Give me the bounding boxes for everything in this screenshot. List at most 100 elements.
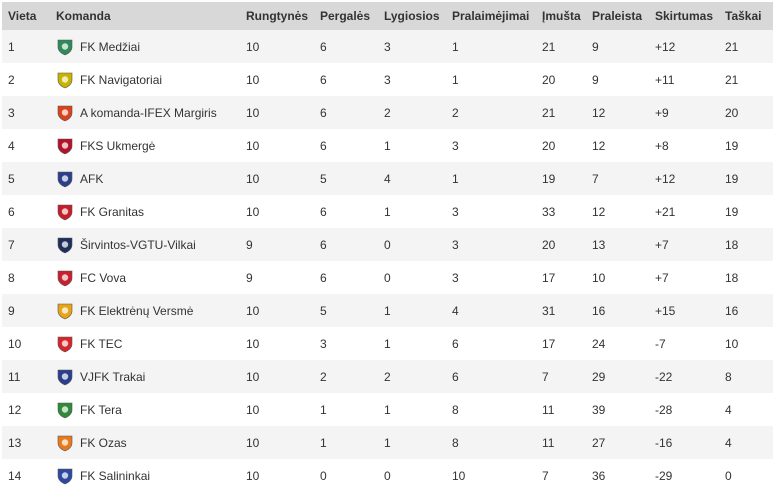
lost-cell: 6 [452,369,459,384]
played-cell: 9 [246,270,253,285]
team-name-link[interactable]: FK Navigatoriai [80,72,163,87]
conceded-cell: 13 [592,237,606,252]
table-body: 1 FK Medžiai 10 6 3 1 21 9 +12 21 2 FK Navigatoriai… [2,30,773,492]
drawn-cell: 2 [384,369,391,384]
fk-navigatoriai-crest-icon[interactable] [56,71,74,89]
diff-cell: -16 [655,435,673,450]
scored-cell: 21 [542,39,556,54]
fc-vova-crest-icon[interactable] [56,269,74,287]
table-row: 4 FKS Ukmergė 10 6 1 3 20 12 +8 19 [2,129,773,162]
scored-cell: 20 [542,138,556,153]
fk-medziai-crest-icon[interactable] [56,38,74,56]
team-name-link[interactable]: FK Medžiai [80,39,141,54]
team-name-link[interactable]: FK TEC [80,336,123,351]
lost-cell: 10 [452,468,466,483]
played-cell: 10 [246,402,260,417]
won-cell: 6 [320,105,327,120]
points-cell: 19 [725,138,739,153]
diff-cell: -28 [655,402,673,417]
scored-cell: 17 [542,336,556,351]
won-cell: 3 [320,336,327,351]
fks-ukmerge-crest-icon[interactable] [56,137,74,155]
conceded-cell: 36 [592,468,606,483]
team-cell: FK Ozas [50,426,240,459]
lost-cell: 3 [452,204,459,219]
team-cell-content: AFK [56,170,240,188]
team-name-link[interactable]: FC Vova [80,270,127,285]
team-cell: FK Granitas [50,195,240,228]
won-cell: 0 [320,468,327,483]
place-cell: 4 [8,138,15,153]
team-name-link[interactable]: A komanda-IFEX Margiris [80,105,217,120]
place-cell: 10 [8,336,22,351]
diff-cell: +8 [655,138,669,153]
scored-cell: 7 [542,369,549,384]
team-name-link[interactable]: FKS Ukmergė [80,138,156,153]
diff-cell: -22 [655,369,673,384]
drawn-cell: 1 [384,435,391,450]
diff-cell: -29 [655,468,673,483]
conceded-cell: 7 [592,171,599,186]
place-cell: 9 [8,303,15,318]
team-name-link[interactable]: FK Tera [80,402,122,417]
fk-tera-crest-icon[interactable] [56,401,74,419]
team-cell: FK Salininkai [50,459,240,492]
afk-crest-icon[interactable] [56,170,74,188]
team-name-link[interactable]: Širvintos-VGTU-Vilkai [80,237,196,252]
place-cell: 12 [8,402,22,417]
a-komanda-crest-icon[interactable] [56,104,74,122]
col-header-won: Pergalės [314,2,378,30]
drawn-cell: 1 [384,204,391,219]
scored-cell: 17 [542,270,556,285]
team-cell: A komanda-IFEX Margiris [50,96,240,129]
diff-cell: +12 [655,171,676,186]
place-cell: 8 [8,270,15,285]
conceded-cell: 9 [592,39,599,54]
drawn-cell: 0 [384,270,391,285]
points-cell: 20 [725,105,739,120]
drawn-cell: 2 [384,105,391,120]
conceded-cell: 27 [592,435,606,450]
team-cell: FK Navigatoriai [50,63,240,96]
won-cell: 5 [320,303,327,318]
points-cell: 19 [725,171,739,186]
fk-tec-crest-icon[interactable] [56,335,74,353]
drawn-cell: 1 [384,402,391,417]
col-header-conceded: Praleista [586,2,649,30]
conceded-cell: 12 [592,138,606,153]
fk-granitas-crest-icon[interactable] [56,203,74,221]
fk-salininkai-crest-icon[interactable] [56,467,74,485]
points-cell: 4 [725,435,732,450]
team-name-link[interactable]: FK Granitas [80,204,145,219]
table-row: 10 FK TEC 10 3 1 6 17 24 -7 10 [2,327,773,360]
conceded-cell: 12 [592,105,606,120]
played-cell: 10 [246,39,260,54]
team-name-link[interactable]: FK Elektrėnų Versmė [80,303,194,318]
place-cell: 6 [8,204,15,219]
team-name-link[interactable]: FK Salininkai [80,468,151,483]
team-cell-content: FKS Ukmergė [56,137,240,155]
diff-cell: +7 [655,270,669,285]
fk-elektrenu-versme-crest-icon[interactable] [56,302,74,320]
vjfk-trakai-crest-icon[interactable] [56,368,74,386]
lost-cell: 2 [452,105,459,120]
team-name-link[interactable]: FK Ozas [80,435,127,450]
conceded-cell: 16 [592,303,606,318]
drawn-cell: 1 [384,336,391,351]
sirvintos-vilkai-crest-icon[interactable] [56,236,74,254]
team-name-link[interactable]: VJFK Trakai [80,369,146,384]
won-cell: 6 [320,72,327,87]
scored-cell: 19 [542,171,556,186]
team-cell-content: FC Vova [56,269,240,287]
col-header-scored: Įmušta [536,2,586,30]
drawn-cell: 0 [384,468,391,483]
diff-cell: +9 [655,105,669,120]
table-header: Vieta Komanda Rungtynės Pergalės Lygiosi… [2,2,773,30]
team-name-link[interactable]: AFK [80,171,104,186]
points-cell: 19 [725,204,739,219]
fk-ozas-crest-icon[interactable] [56,434,74,452]
table-row: 2 FK Navigatoriai 10 6 3 1 20 9 +11 21 [2,63,773,96]
place-cell: 3 [8,105,15,120]
team-cell-content: FK Elektrėnų Versmė [56,302,240,320]
conceded-cell: 10 [592,270,606,285]
